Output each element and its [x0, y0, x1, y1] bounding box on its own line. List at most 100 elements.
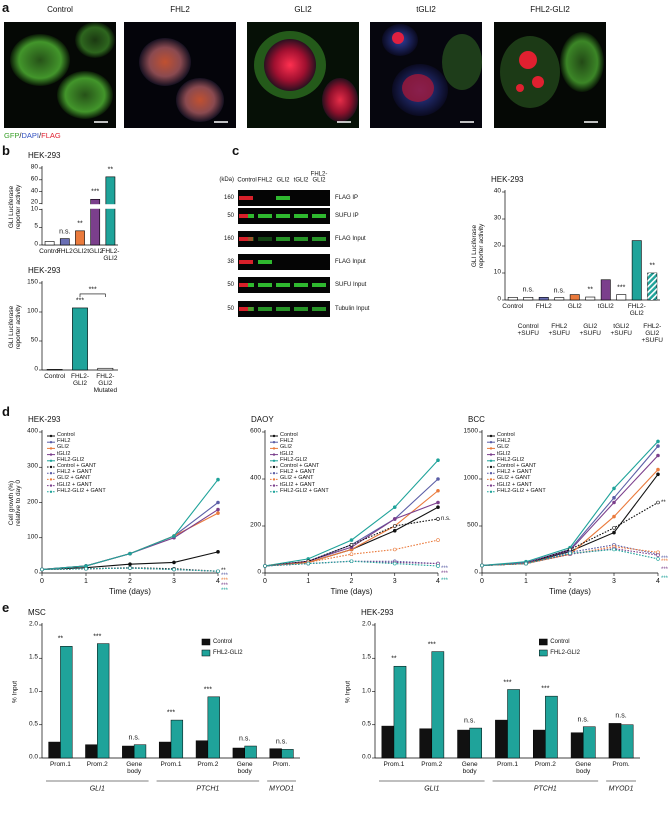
point [612, 500, 616, 505]
y-tick-label: 0 [257, 568, 261, 576]
legend-marker [489, 453, 493, 456]
kda-label: 160 [223, 235, 234, 242]
point [128, 551, 132, 556]
legend-marker [272, 441, 276, 444]
panel-label: c [232, 143, 240, 158]
series-line [481, 502, 659, 567]
y-tick-label: 50 [30, 336, 38, 344]
y-tick-label: 100 [27, 307, 38, 315]
series-line [481, 548, 659, 567]
legend-marker [49, 453, 53, 456]
bar [59, 238, 70, 246]
y-tick-label: 0 [34, 365, 38, 373]
y-tick-label: 20 [493, 241, 501, 249]
band [276, 283, 290, 287]
band [312, 237, 326, 241]
x-tick-label: Prom.2 [421, 761, 443, 768]
point [612, 514, 616, 519]
y-tick-label: 20 [30, 199, 38, 206]
band [276, 237, 290, 241]
legend-marker [272, 434, 276, 438]
bar [608, 723, 622, 759]
point [436, 500, 440, 505]
x-axis-label: Time (days) [109, 586, 151, 596]
x-tick-label: 1 [84, 578, 88, 585]
x-tick-label: FHL2 [56, 248, 73, 255]
x-tick-label: Prom.1 [497, 761, 518, 768]
stain-legend: GFP/DAPI/FLAG [4, 131, 61, 140]
significance: *** [661, 566, 668, 573]
legend-label: GLI2 [57, 444, 69, 451]
point [216, 569, 220, 574]
y-tick-label: 0.5 [361, 720, 371, 728]
lane-label: FHL2- GLI2 [310, 171, 328, 184]
y-tick-label: 0 [497, 295, 501, 303]
y-tick-label: 40 [30, 187, 38, 195]
legend-label: GLI2 + GANT [57, 475, 91, 482]
kda-header: (kDa) [219, 176, 234, 183]
legend-marker [489, 484, 493, 487]
y-tick-label: 600 [250, 427, 261, 435]
legend-label: FHL2-GLI2 + GANT [280, 487, 329, 494]
legend-label: FHL2 + GANT [57, 469, 92, 476]
x-tick-label: 2 [568, 578, 572, 585]
panel-label: a [2, 0, 10, 15]
y-tick-label: 0 [34, 568, 38, 576]
legend-marker [272, 484, 276, 487]
y-tick-label: 10 [493, 268, 501, 276]
chart-title: HEK-293 [28, 414, 61, 424]
significance: n.s. [239, 735, 251, 743]
band [294, 214, 308, 218]
legend-marker [49, 484, 53, 487]
y-tick-label: 1.5 [361, 653, 371, 661]
point [656, 500, 660, 505]
significance: n.s. [441, 515, 451, 522]
group-label: GLI1 [89, 785, 105, 793]
point [612, 486, 616, 491]
bar [393, 665, 407, 759]
bar [207, 696, 220, 759]
legend-label: FHL2-GLI2 [550, 649, 580, 656]
significance: *** [221, 588, 229, 595]
bracket [79, 293, 106, 297]
cell [560, 32, 604, 92]
band [258, 260, 272, 264]
series-line [264, 560, 439, 567]
band [312, 214, 326, 218]
band [248, 307, 254, 311]
bar [457, 729, 470, 759]
point [40, 567, 44, 572]
legend-label: FHL2-GLI2 [212, 649, 243, 656]
point [612, 495, 616, 500]
series-line [481, 548, 659, 567]
bar [582, 726, 596, 759]
point [128, 566, 132, 570]
bar [97, 367, 114, 371]
significance: n.s. [128, 734, 140, 742]
legend-marker [272, 453, 276, 456]
band [248, 214, 254, 218]
legend-label: FHL2-GLI2 [57, 456, 85, 463]
x-tick-label: 4 [656, 578, 660, 585]
legend-marker [272, 459, 276, 462]
bar [97, 643, 110, 759]
y-tick-label: 0.0 [361, 753, 371, 761]
significance: ** [391, 655, 397, 663]
bar [620, 724, 634, 759]
lane-label: GLI2 [276, 177, 290, 184]
y-tick-label: 200 [250, 521, 261, 529]
legend-marker [489, 478, 493, 481]
x-tick-label: 3 [392, 578, 397, 585]
legend-label: FHL2 [57, 438, 71, 445]
x-tick-label: 4 [216, 578, 220, 585]
legend-marker [489, 459, 493, 462]
significance: ** [661, 499, 666, 506]
point [216, 477, 220, 482]
point [216, 550, 220, 554]
bar [244, 745, 257, 759]
y-tick-label: 2.0 [361, 620, 371, 628]
point [392, 528, 397, 533]
nucleus [322, 78, 358, 122]
significance: *** [617, 283, 626, 291]
point [568, 551, 572, 556]
